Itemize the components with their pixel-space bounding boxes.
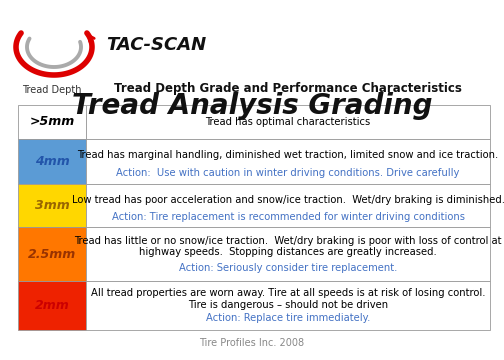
Text: Action: Seriously consider tire replacement.: Action: Seriously consider tire replacem… bbox=[179, 264, 397, 273]
Text: Action: Tire replacement is recommended for winter driving conditions: Action: Tire replacement is recommended … bbox=[111, 212, 465, 222]
Text: 4mm: 4mm bbox=[35, 155, 70, 168]
Text: All tread properties are worn away. Tire at all speeds is at risk of losing cont: All tread properties are worn away. Tire… bbox=[91, 288, 485, 310]
Text: Tread has marginal handling, diminished wet traction, limited snow and ice tract: Tread has marginal handling, diminished … bbox=[78, 150, 498, 160]
Text: Tread has little or no snow/ice traction.  Wet/dry braking is poor with loss of : Tread has little or no snow/ice traction… bbox=[74, 236, 502, 257]
Bar bbox=[18, 184, 86, 227]
Text: Tire Profiles Inc. 2008: Tire Profiles Inc. 2008 bbox=[200, 338, 304, 348]
Text: Tread Depth Grade and Performance Characteristics: Tread Depth Grade and Performance Charac… bbox=[114, 82, 462, 95]
Text: Action: Replace tire immediately.: Action: Replace tire immediately. bbox=[206, 313, 370, 323]
Text: 3mm: 3mm bbox=[35, 199, 70, 212]
Text: Tread Depth: Tread Depth bbox=[22, 85, 82, 95]
Bar bbox=[18, 105, 86, 139]
Bar bbox=[86, 139, 490, 184]
Text: >5mm: >5mm bbox=[29, 116, 75, 129]
Bar bbox=[18, 282, 86, 330]
Text: 2.5mm: 2.5mm bbox=[28, 248, 76, 261]
Bar bbox=[86, 282, 490, 330]
Text: Tread Analysis Grading: Tread Analysis Grading bbox=[72, 92, 432, 120]
Text: TAC-SCAN: TAC-SCAN bbox=[106, 36, 206, 54]
Bar bbox=[18, 139, 86, 184]
Text: Low tread has poor acceleration and snow/ice traction.  Wet/dry braking is dimin: Low tread has poor acceleration and snow… bbox=[72, 195, 504, 205]
Text: 2mm: 2mm bbox=[35, 299, 70, 312]
Bar bbox=[86, 227, 490, 282]
Bar bbox=[86, 184, 490, 227]
Bar bbox=[86, 105, 490, 139]
Bar bbox=[18, 227, 86, 282]
Text: Action:  Use with caution in winter driving conditions. Drive carefully: Action: Use with caution in winter drivi… bbox=[116, 168, 460, 179]
Text: Tread has optimal characteristics: Tread has optimal characteristics bbox=[205, 117, 370, 127]
